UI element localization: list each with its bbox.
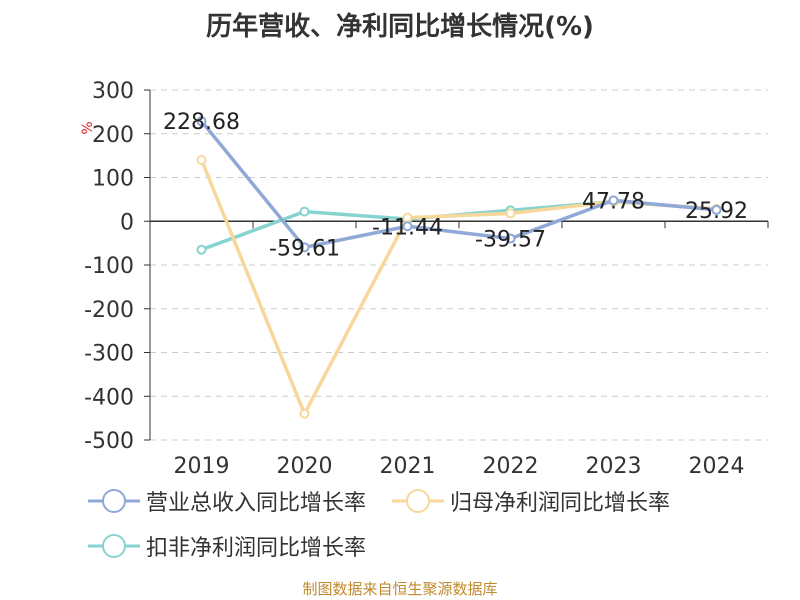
data-label-revenue: 25.92 [685,199,748,224]
data-label-revenue: 228.68 [163,110,240,135]
y-tick-label: 300 [92,79,134,104]
x-tick-label: 2019 [174,454,230,479]
legend-item-net-profit[interactable]: 归母净利润同比增长率 [392,485,670,517]
legend-non-gaap-marker-icon [88,533,140,558]
y-tick-label: -300 [84,342,134,367]
data-label-revenue: -59.61 [269,236,340,261]
legend-label-revenue: 营业总收入同比增长率 [146,490,367,516]
data-point-non_gaap [196,244,207,255]
y-tick-label: -200 [84,298,134,323]
series-line-revenue [200,120,717,250]
data-point-revenue [402,221,413,232]
x-tick-label: 2024 [689,454,745,479]
legend-net-profit-marker-icon [392,488,445,513]
x-tick-label: 2021 [380,454,436,479]
chart-title: 历年营收、净利同比增长情况(%) [206,12,594,42]
data-point-net_profit [196,155,207,165]
legend: 营业总收入同比增长率 归母净利润同比增长率 扣非净利润同比增长率 [88,478,768,568]
y-tick-label: 100 [92,167,134,192]
data-point-revenue [299,242,310,253]
legend-item-revenue[interactable]: 营业总收入同比增长率 [88,485,366,517]
data-point-net_profit [505,208,516,219]
data-label-revenue: 47.78 [582,189,645,214]
legend-revenue-marker-icon [88,488,140,513]
data-point-revenue [505,233,516,244]
x-tick-label: 2020 [277,454,333,479]
legend-item-non-gaap[interactable]: 扣非净利润同比增长率 [88,530,366,562]
legend-label-net-profit: 归母净利润同比增长率 [450,490,671,516]
x-tick-label: 2023 [586,454,642,479]
data-point-revenue [196,116,207,127]
x-tick-label: 2022 [483,454,539,479]
data-point-revenue [608,195,619,206]
legend-label-non-gaap: 扣非净利润同比增长率 [146,535,367,561]
data-label-revenue: -39.57 [475,228,546,253]
y-tick-label: -500 [84,429,134,454]
y-tick-label: 0 [120,210,134,235]
data-point-non_gaap [299,206,310,217]
data-source-note: 制图数据来自恒生聚源数据库 [302,580,498,598]
data-label-revenue: -11.44 [372,215,443,240]
y-tick-label: 200 [92,123,134,148]
y-tick-label: -100 [84,254,134,279]
data-point-revenue [711,204,722,215]
y-tick-label: -400 [84,385,134,410]
data-point-net_profit [299,408,310,419]
